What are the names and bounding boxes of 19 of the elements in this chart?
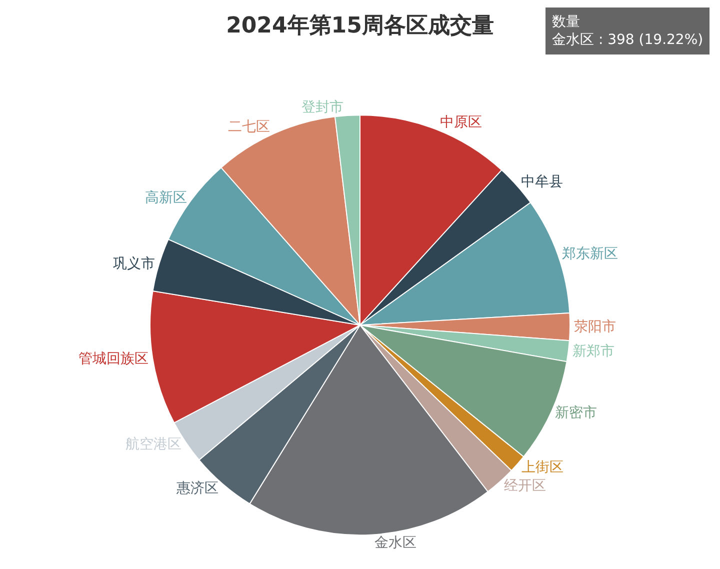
slice-label: 二七区 (228, 118, 270, 135)
slice-label: 高新区 (144, 190, 187, 206)
slice-label: 新密市 (555, 405, 598, 422)
slice-label: 金水区 (374, 534, 417, 551)
slice-label: 管城回族区 (78, 350, 149, 367)
slice-label: 惠济区 (176, 480, 219, 496)
slice-label: 登封市 (301, 100, 344, 116)
slice-label: 经开区 (504, 478, 546, 494)
slice-label: 荥阳市 (574, 318, 616, 335)
slice-label: 航空港区 (126, 436, 182, 453)
slice-label: 郑东新区 (562, 246, 618, 262)
slice-label: 上街区 (522, 459, 564, 476)
slice-label: 中原区 (440, 114, 482, 130)
slice-label: 巩义市 (112, 256, 155, 272)
slice-label: 新郑市 (572, 343, 614, 360)
text: 金水区 : 398 (19.22%) (552, 32, 704, 48)
slice-label: 中牟县 (520, 174, 563, 190)
chart-title: 2024年第15周各区成交量 (226, 12, 494, 38)
text: 数量 (552, 14, 580, 30)
